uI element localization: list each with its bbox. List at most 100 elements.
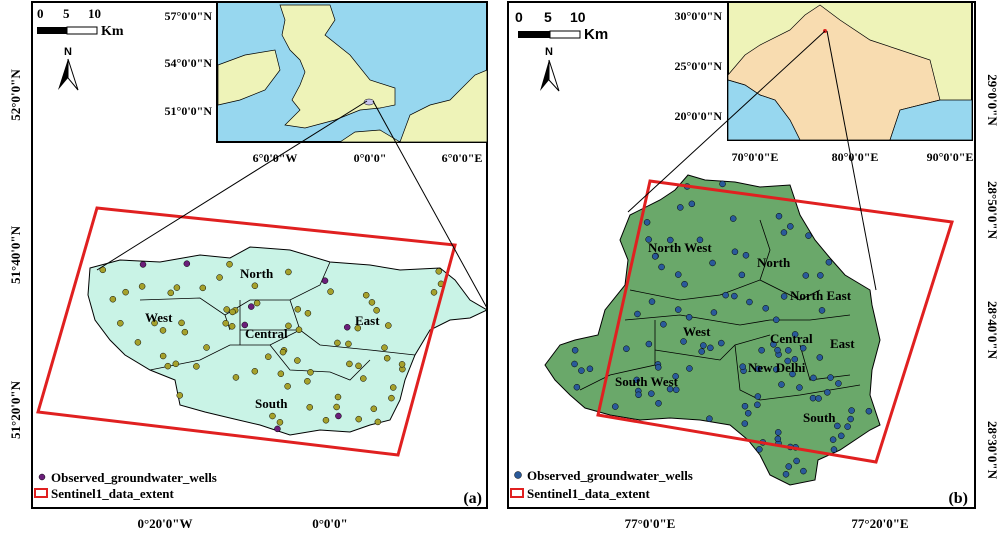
well-marker	[672, 386, 680, 393]
panel-label: (a)	[463, 490, 482, 507]
well-marker	[304, 378, 311, 385]
well-marker	[643, 219, 651, 226]
well-marker	[680, 338, 687, 345]
well-marker	[746, 298, 753, 306]
well-marker	[573, 383, 581, 391]
well-marker	[333, 403, 340, 411]
well-marker	[865, 407, 873, 415]
well-marker	[139, 261, 147, 268]
well-marker	[232, 374, 240, 381]
well-marker	[253, 299, 261, 307]
well-marker	[159, 327, 167, 334]
well-marker	[343, 324, 351, 331]
well-marker	[151, 319, 158, 327]
well-marker	[672, 373, 679, 380]
scale-bar	[518, 31, 550, 38]
scale-tick: 0	[515, 9, 523, 25]
well-marker	[660, 321, 667, 328]
well-marker	[782, 471, 790, 478]
region-label: North West	[648, 240, 712, 255]
well-marker	[334, 339, 341, 347]
well-marker	[674, 306, 682, 313]
well-marker	[327, 288, 334, 295]
well-marker	[655, 400, 662, 407]
well-marker	[383, 354, 391, 362]
well-marker	[648, 390, 655, 397]
panel-label: (b)	[948, 490, 968, 507]
lat-tick: 28°50'0"N	[985, 181, 1000, 240]
inset-map-uk	[216, 1, 488, 143]
well-marker	[829, 436, 837, 443]
well-marker	[612, 403, 619, 410]
well-marker	[824, 389, 831, 396]
well-marker	[109, 295, 117, 303]
region-label: Central	[770, 331, 813, 346]
well-marker	[285, 322, 292, 330]
well-marker	[772, 366, 780, 373]
delhi-boundary	[544, 174, 881, 486]
well-marker	[307, 369, 314, 376]
well-marker	[731, 248, 739, 256]
scale-unit: Km	[584, 26, 608, 43]
well-marker	[810, 374, 817, 382]
well-marker	[731, 292, 738, 300]
region-label: North East	[790, 288, 852, 303]
well-marker	[805, 232, 812, 239]
leader-line	[627, 30, 826, 213]
well-marker	[241, 321, 249, 329]
lat-tick: 51°40'0"N	[8, 225, 23, 284]
scale-tick: 0	[37, 6, 44, 21]
well-marker	[651, 253, 659, 260]
well-marker	[635, 391, 642, 399]
well-marker	[675, 271, 682, 278]
well-marker	[700, 342, 707, 349]
leader-line	[826, 30, 877, 291]
legend-extent: Sentinel1_data_extent	[51, 486, 174, 501]
well-marker	[586, 365, 594, 373]
well-marker	[571, 347, 579, 354]
region-label: South	[803, 410, 836, 425]
well-marker	[284, 383, 291, 390]
sentinel-extent-b	[596, 179, 954, 464]
region-label: West	[683, 324, 711, 339]
lon-tick: 0°0'0"	[312, 516, 348, 531]
well-marker	[345, 340, 352, 348]
well-marker	[780, 229, 788, 236]
well-marker	[389, 384, 397, 391]
well-marker	[847, 415, 854, 423]
lon-tick: 77°0'0"E	[625, 516, 676, 531]
well-marker	[334, 393, 342, 401]
well-marker	[381, 344, 388, 351]
well-marker	[658, 263, 665, 271]
north-label: N	[64, 46, 72, 58]
well-marker	[167, 289, 175, 297]
north-label: N	[545, 46, 553, 58]
well-marker	[787, 223, 794, 230]
well-marker	[791, 356, 799, 363]
well-marker	[374, 418, 382, 426]
lat-tick: 28°30'0"N	[985, 421, 1000, 480]
well-marker	[799, 344, 807, 352]
well-marker	[780, 293, 788, 300]
lat-tick: 28°40'0"N	[985, 301, 1000, 360]
scale-tick: 5	[63, 6, 70, 21]
region-label: North	[757, 255, 791, 270]
well-marker	[707, 344, 714, 352]
well-marker	[117, 319, 124, 327]
lon-tick: 0°20'0"W	[137, 516, 192, 531]
well-marker	[265, 353, 272, 360]
well-marker	[373, 307, 380, 314]
legend-extent: Sentinel1_data_extent	[527, 486, 650, 501]
well-marker	[778, 381, 785, 388]
well-marker	[274, 425, 281, 433]
leader-line	[372, 100, 488, 309]
well-marker	[722, 291, 729, 299]
well-marker	[164, 362, 172, 370]
well-marker	[835, 380, 842, 387]
region-label: New Delhi	[748, 360, 806, 375]
well-marker	[755, 365, 762, 373]
region-label: East	[830, 336, 855, 351]
well-marker	[685, 313, 693, 321]
